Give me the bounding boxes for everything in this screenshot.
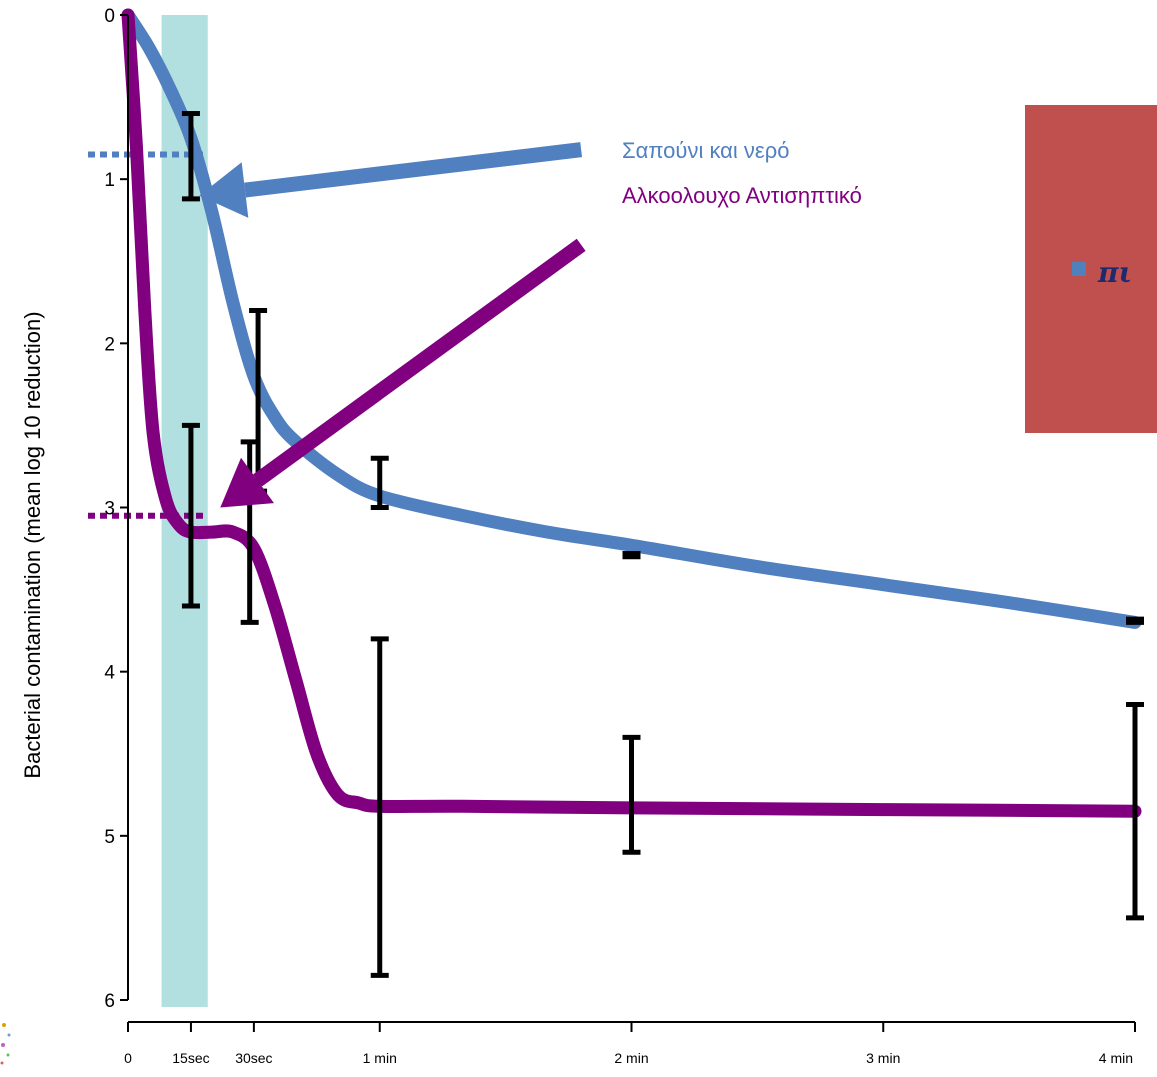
callout-box: πι — [1025, 105, 1157, 433]
series-lines — [121, 8, 1142, 818]
ytick-label: 0 — [104, 6, 115, 27]
error-bar-7 — [622, 734, 641, 855]
xtick-label: 0 — [124, 1050, 132, 1066]
ytick-label: 4 — [104, 663, 115, 684]
arrow-1 — [220, 238, 586, 508]
x-ticks: 0 15sec 30sec 1 min 2 min 3 min 4 min — [124, 1022, 1136, 1066]
reference-lines — [88, 151, 208, 519]
y-axis-label: Bacterial contamination (mean log 10 red… — [20, 311, 45, 778]
legend-alcohol: Αλκοολουχο Αντισηπτικό — [622, 183, 862, 208]
arrow-0 — [199, 142, 583, 218]
error-bar-4 — [370, 455, 389, 510]
ytick-label: 3 — [104, 499, 115, 520]
error-bar-6 — [622, 550, 641, 560]
ytick-label: 1 — [104, 170, 115, 191]
ytick-label: 5 — [104, 827, 115, 848]
xtick-label: 30sec — [235, 1050, 272, 1066]
callout-bullet-icon — [1072, 262, 1086, 276]
ytick-label: 6 — [104, 991, 115, 1012]
xtick-label: 2 min — [614, 1050, 648, 1066]
error-bar-1 — [181, 422, 200, 609]
callout-text: πι — [1097, 256, 1132, 289]
xtick-label: 4 min — [1099, 1050, 1133, 1066]
series-line-1 — [121, 8, 1142, 818]
xtick-label: 1 min — [363, 1050, 397, 1066]
ytick-label: 2 — [104, 334, 115, 355]
error-bar-9 — [1126, 702, 1144, 921]
xtick-label: 15sec — [172, 1050, 209, 1066]
error-bar-5 — [370, 636, 389, 978]
callout-arrows — [199, 142, 586, 508]
corner-decoration — [0, 1023, 11, 1065]
error-bar-0 — [181, 111, 200, 202]
y-ticks: 0 1 2 3 4 5 6 — [104, 6, 128, 1012]
callout-box-rect — [1025, 105, 1157, 433]
xtick-label: 3 min — [866, 1050, 900, 1066]
series-line-0 — [121, 8, 1142, 629]
axes — [127, 15, 1135, 1023]
legend-soap: Σαπούνι και νερό — [622, 138, 789, 163]
error-bar-8 — [1126, 616, 1144, 625]
error-bars — [181, 111, 1144, 978]
